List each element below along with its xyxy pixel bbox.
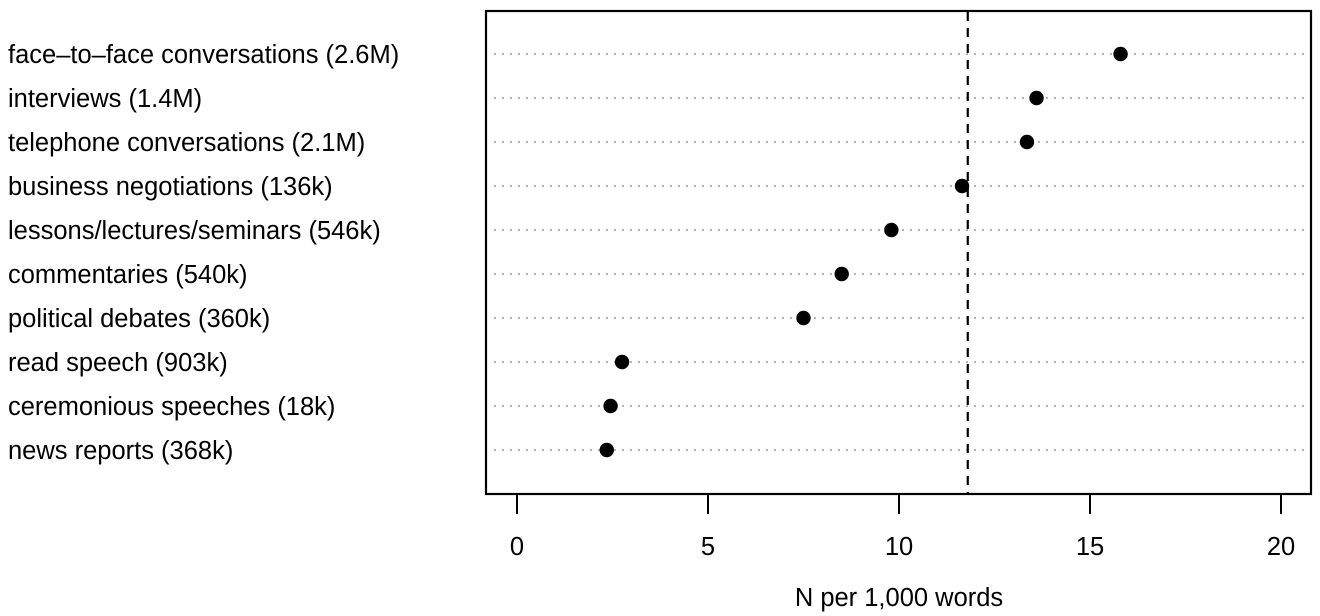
x-tick-label: 20 bbox=[1267, 533, 1295, 561]
data-point bbox=[796, 310, 811, 326]
category-label: news reports (368k) bbox=[8, 437, 233, 465]
data-point bbox=[614, 354, 630, 370]
x-tick-label: 0 bbox=[510, 533, 524, 561]
category-labels: face–to–face conversations (2.6M) intervi… bbox=[8, 41, 399, 465]
data-point bbox=[954, 178, 970, 194]
data-point bbox=[1029, 90, 1044, 106]
category-label: face–to–face conversations (2.6M) bbox=[8, 41, 399, 69]
data-point bbox=[884, 222, 899, 238]
data-points bbox=[599, 46, 1128, 458]
grid-lines bbox=[494, 53, 1308, 451]
x-tick-label: 15 bbox=[1076, 533, 1104, 561]
data-point bbox=[1113, 46, 1128, 62]
category-label: business negotiations (136k) bbox=[8, 173, 333, 201]
data-point bbox=[603, 398, 618, 414]
x-axis: 0 5 10 15 20 bbox=[510, 494, 1295, 561]
category-label: commentaries (540k) bbox=[8, 261, 248, 289]
category-label: interviews (1.4M) bbox=[8, 85, 202, 113]
category-label: read speech (903k) bbox=[8, 349, 228, 377]
data-point bbox=[834, 266, 849, 282]
plot-frame bbox=[484, 9, 1313, 496]
x-axis-title: N per 1,000 words bbox=[795, 584, 1003, 612]
data-point bbox=[599, 442, 614, 458]
category-label: political debates (360k) bbox=[8, 305, 270, 333]
category-label: ceremonious speeches (18k) bbox=[8, 393, 335, 421]
category-label: lessons/lectures/seminars (546k) bbox=[8, 217, 381, 245]
data-point bbox=[1019, 134, 1035, 150]
x-tick-label: 5 bbox=[701, 533, 715, 561]
category-label: telephone conversations (2.1M) bbox=[8, 129, 365, 157]
x-tick-label: 10 bbox=[885, 533, 913, 561]
